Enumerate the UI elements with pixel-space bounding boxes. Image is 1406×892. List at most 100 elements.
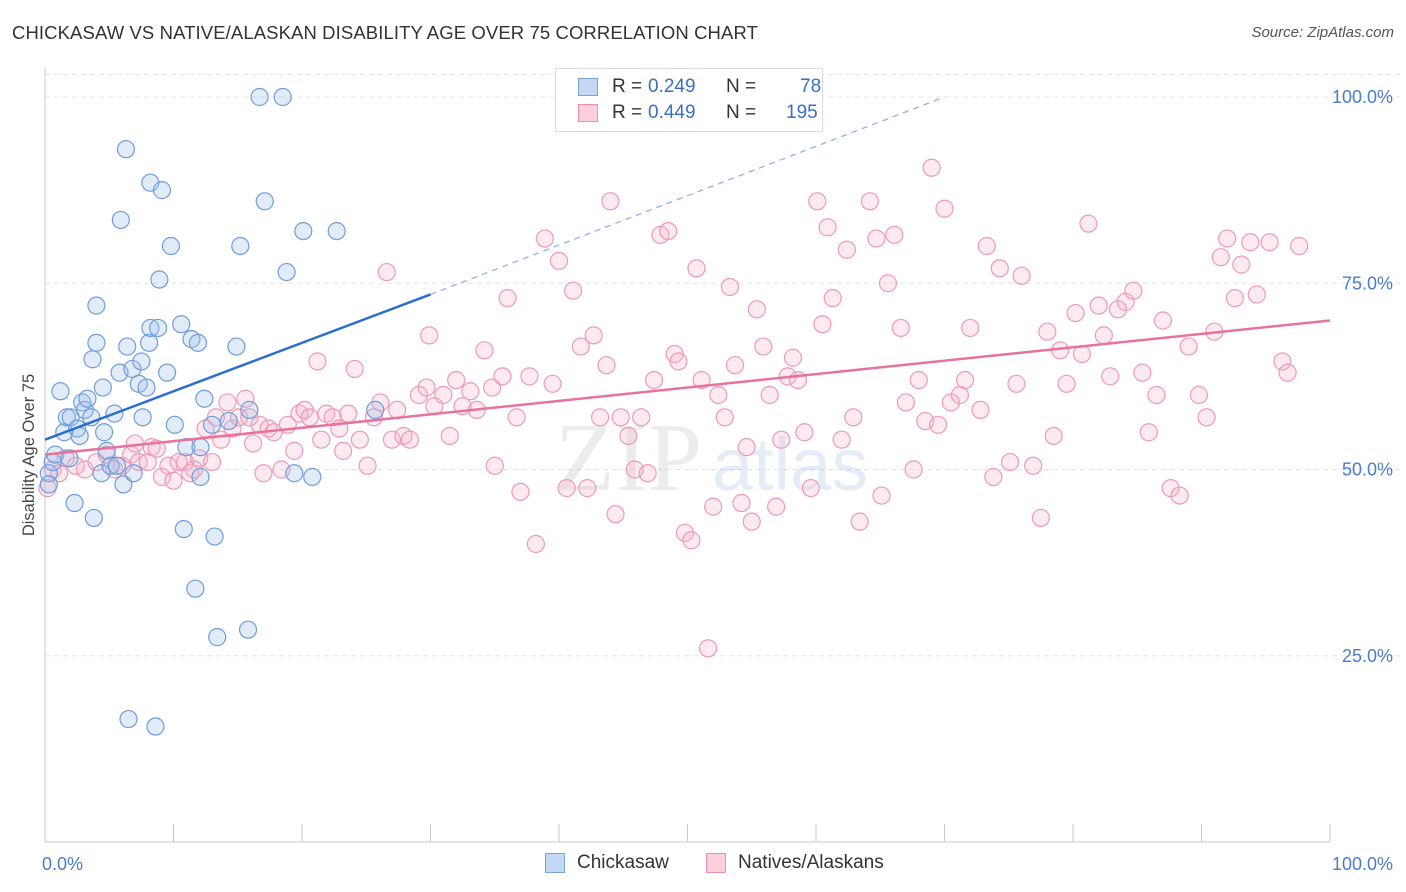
x-tick-label: 100.0% bbox=[1332, 854, 1393, 874]
natives-point bbox=[1153, 311, 1173, 330]
natives-point bbox=[1031, 508, 1050, 528]
natives-point bbox=[737, 438, 756, 457]
chickasaw-point bbox=[188, 333, 208, 352]
natives-point bbox=[1089, 296, 1108, 315]
natives-point bbox=[638, 464, 657, 483]
chickasaw-point bbox=[107, 456, 127, 475]
chickasaw-point bbox=[327, 222, 346, 241]
natives-point bbox=[860, 192, 880, 211]
natives-point bbox=[961, 318, 980, 338]
natives-point bbox=[928, 415, 948, 434]
natives-point bbox=[1094, 326, 1113, 345]
natives-point bbox=[535, 229, 554, 248]
chickasaw-point bbox=[250, 87, 269, 107]
chickasaw-point bbox=[208, 628, 227, 647]
natives-point bbox=[1139, 423, 1158, 442]
natives-point bbox=[601, 192, 620, 211]
natives-point bbox=[1133, 363, 1152, 382]
chickasaw-point bbox=[116, 140, 136, 159]
chickasaw-point bbox=[93, 378, 112, 397]
natives-point bbox=[813, 315, 832, 334]
natives-point bbox=[447, 371, 466, 390]
chickasaw-point bbox=[65, 493, 84, 513]
natives-point bbox=[1273, 352, 1292, 371]
natives-point bbox=[1260, 233, 1279, 252]
natives-point bbox=[169, 452, 188, 472]
chickasaw-point bbox=[95, 423, 114, 442]
chickasaw-point bbox=[277, 262, 296, 282]
natives-point bbox=[382, 430, 402, 449]
chickasaw-point bbox=[57, 408, 76, 427]
watermark-atlas: atlas bbox=[712, 423, 868, 506]
natives-point bbox=[1189, 385, 1209, 405]
natives-point bbox=[1079, 214, 1098, 233]
chickasaw-point bbox=[186, 579, 205, 598]
tick-labels: 25.0% 50.0% 75.0% 100.0% 0.0% 100.0% Disabilit… bbox=[20, 87, 1393, 874]
chickasaw-point bbox=[87, 333, 106, 352]
natives-point bbox=[483, 378, 502, 397]
natives-points bbox=[38, 158, 1309, 658]
natives-point bbox=[498, 289, 517, 308]
natives-point bbox=[543, 374, 562, 393]
natives-point bbox=[801, 479, 820, 498]
grid-lines bbox=[45, 74, 1400, 657]
chickasaw-point bbox=[78, 389, 97, 408]
natives-point bbox=[909, 371, 928, 390]
natives-point bbox=[1101, 367, 1120, 386]
natives-point bbox=[1108, 300, 1128, 319]
natives-point bbox=[511, 482, 530, 501]
natives-point bbox=[312, 430, 331, 449]
chickasaw-point bbox=[75, 400, 94, 419]
natives-point bbox=[878, 274, 898, 293]
natives-point bbox=[990, 259, 1009, 278]
natives-point bbox=[254, 464, 273, 483]
r-label: R = bbox=[612, 76, 643, 97]
chickasaw-point bbox=[61, 408, 80, 427]
natives-point bbox=[1241, 233, 1260, 252]
natives-point bbox=[202, 452, 222, 472]
chickasaw-point bbox=[141, 318, 160, 338]
natives-point bbox=[955, 371, 975, 390]
natives-point bbox=[564, 281, 583, 300]
chickasaw-point bbox=[84, 508, 103, 528]
source-label: Source: ZipAtlas.com bbox=[1251, 24, 1394, 41]
chickasaw-point bbox=[219, 411, 238, 431]
chickasaw-point bbox=[119, 709, 138, 729]
natives-point bbox=[387, 400, 407, 419]
chickasaw-point bbox=[132, 352, 151, 371]
natives-point bbox=[377, 262, 396, 282]
natives-point bbox=[844, 408, 863, 427]
chickasaw-point bbox=[231, 236, 250, 256]
chickasaw-point bbox=[39, 475, 58, 494]
natives-n-value: 195 bbox=[786, 102, 818, 123]
chickasaw-point bbox=[157, 363, 177, 382]
natives-point bbox=[747, 300, 766, 319]
natives-point bbox=[1000, 452, 1020, 472]
chickasaw-swatch bbox=[578, 78, 598, 96]
natives-point bbox=[549, 251, 569, 270]
natives-point bbox=[1179, 337, 1198, 356]
r-label: R = bbox=[612, 102, 643, 123]
natives-point bbox=[1232, 255, 1251, 274]
natives-point bbox=[1024, 456, 1043, 475]
natives-point bbox=[400, 430, 420, 449]
natives-point bbox=[461, 382, 480, 401]
natives-point bbox=[358, 456, 377, 475]
natives-point bbox=[507, 408, 526, 427]
y-tick-label: 75.0% bbox=[1342, 273, 1393, 293]
chart-title: CHICKASAW VS NATIVE/ALASKAN DISABILITY A… bbox=[12, 22, 758, 43]
chickasaw-point bbox=[191, 438, 210, 457]
natives-point bbox=[87, 452, 106, 472]
natives-point bbox=[485, 456, 504, 475]
natives-point bbox=[244, 434, 263, 453]
natives-point bbox=[1218, 229, 1237, 248]
natives-point bbox=[597, 356, 616, 375]
natives-point bbox=[885, 225, 904, 244]
chickasaw-point bbox=[137, 378, 156, 397]
chickasaw-trend-extension bbox=[430, 96, 945, 296]
n-label: N = bbox=[726, 76, 757, 97]
chickasaw-point bbox=[152, 181, 172, 200]
natives-point bbox=[526, 534, 545, 554]
natives-point bbox=[591, 408, 610, 427]
